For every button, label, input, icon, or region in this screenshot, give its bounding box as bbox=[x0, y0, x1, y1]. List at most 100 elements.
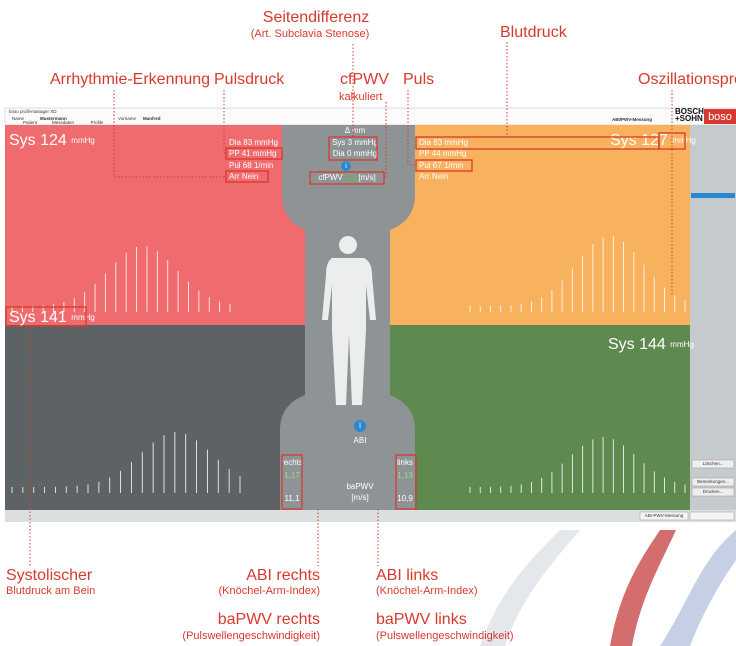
label: mmHg bbox=[670, 340, 694, 349]
label: PP bbox=[419, 149, 430, 158]
label: ABI rechts bbox=[246, 567, 320, 584]
label: mmHg bbox=[71, 313, 95, 322]
label: mmHg bbox=[254, 138, 278, 147]
label: 1,13 bbox=[397, 471, 413, 480]
label: 1/min bbox=[254, 161, 274, 170]
label: Sys bbox=[608, 336, 635, 353]
label: baPWV links bbox=[376, 611, 467, 628]
text-shape: Dia 83 mmHg bbox=[229, 138, 278, 147]
label: Arr bbox=[229, 172, 240, 181]
label: mmHg bbox=[672, 136, 696, 145]
label: Seitendifferenz bbox=[263, 9, 369, 26]
label: cfPWV bbox=[340, 71, 389, 88]
label: 83 bbox=[243, 138, 252, 147]
path-shape bbox=[480, 530, 580, 646]
label: baPWV bbox=[346, 482, 374, 491]
label: Arrhythmie-Erkennung bbox=[50, 71, 210, 88]
label: 1/min bbox=[444, 161, 464, 170]
label: Δ mm bbox=[345, 126, 366, 135]
label: Dia bbox=[333, 149, 346, 158]
label: rechts bbox=[281, 458, 303, 467]
text-shape: PP 44 mmHg bbox=[419, 149, 466, 158]
label: Blutdruck bbox=[500, 24, 568, 41]
label: Dia bbox=[419, 138, 432, 147]
label: Sys bbox=[9, 132, 36, 149]
label: Manfred bbox=[143, 116, 161, 121]
label: 0 bbox=[347, 149, 352, 158]
label: Sys bbox=[332, 138, 345, 147]
screenshot: boso profil-manager XD Name Mustermann V… bbox=[0, 0, 736, 646]
label: Pul bbox=[229, 161, 241, 170]
label: Sys bbox=[610, 132, 637, 149]
label: Oszillationsprofil bbox=[638, 71, 736, 88]
text-shape: Pul 68 1/min bbox=[229, 161, 274, 170]
measure-button[interactable]: ABI/PWV-Messung bbox=[612, 117, 652, 122]
label: [m/s] bbox=[358, 173, 375, 182]
side-button-label[interactable]: Drucken... bbox=[703, 489, 724, 494]
label: 127 bbox=[641, 132, 668, 149]
label: +SOHN bbox=[675, 114, 703, 123]
text-shape: Arr Nein bbox=[419, 172, 448, 181]
label: 11,1 bbox=[285, 494, 301, 503]
text-shape: Sys 3 mmHg bbox=[332, 138, 378, 147]
label: cfPWV bbox=[318, 173, 343, 182]
text-shape: PP 41 mmHg bbox=[229, 149, 276, 158]
body: boso profil-manager XD Name Mustermann V… bbox=[0, 0, 736, 646]
label: Systolischer bbox=[6, 567, 93, 584]
text-shape: Dia 0 mmHg bbox=[333, 149, 378, 158]
rect-shape bbox=[690, 125, 736, 510]
label: Vorname bbox=[118, 116, 137, 121]
label: Arr bbox=[419, 172, 430, 181]
label: 3 bbox=[348, 138, 353, 147]
label: Pul bbox=[419, 161, 431, 170]
label: (Knöchel-Arm-Index) bbox=[219, 585, 320, 597]
path-shape bbox=[610, 530, 676, 646]
path-shape bbox=[660, 530, 736, 646]
label: links bbox=[397, 458, 413, 467]
label: baPWV rechts bbox=[218, 611, 320, 628]
label: 6,9 bbox=[345, 173, 357, 182]
label: Dia bbox=[229, 138, 242, 147]
label: (Knöchel-Arm-Index) bbox=[376, 585, 477, 597]
tab[interactable]: Profile bbox=[91, 120, 104, 125]
label: mmHg bbox=[444, 138, 468, 147]
label: 144 bbox=[639, 336, 666, 353]
label: 83 bbox=[433, 138, 442, 147]
label: 68 bbox=[243, 161, 252, 170]
label: PP bbox=[229, 149, 240, 158]
label: Nein bbox=[242, 172, 258, 181]
page: { "annotations": { "seitendifferenz": {"… bbox=[0, 0, 736, 646]
label: (Art. Subclavia Stenose) bbox=[251, 28, 370, 40]
tab[interactable]: Patient bbox=[23, 120, 38, 125]
label: 44 bbox=[432, 149, 441, 158]
label: ABI bbox=[354, 436, 367, 445]
text-shape: Pul 67 1/min bbox=[419, 161, 464, 170]
label: boso bbox=[708, 111, 732, 123]
label: boso profil-manager XD bbox=[9, 109, 57, 114]
text-shape: cfPWV 6,9 [m/s] bbox=[318, 173, 375, 182]
side-button-label[interactable]: Löschen... bbox=[703, 461, 724, 466]
label: 124 bbox=[40, 132, 67, 149]
label: (Pulswellengeschwindigkeit) bbox=[376, 630, 514, 642]
text-shape: i bbox=[359, 421, 361, 430]
text-shape: Arr Nein bbox=[229, 172, 258, 181]
label: Nein bbox=[432, 172, 448, 181]
label: mmHg bbox=[354, 149, 378, 158]
label: (Pulswellengeschwindigkeit) bbox=[182, 630, 320, 642]
label: 1,17 bbox=[284, 471, 300, 480]
bottom-button[interactable] bbox=[690, 512, 734, 520]
rect-shape bbox=[5, 510, 736, 522]
label: 67 bbox=[433, 161, 442, 170]
label: [m/s] bbox=[351, 493, 368, 502]
label: mmHg bbox=[253, 149, 277, 158]
label: ABI links bbox=[376, 567, 438, 584]
label: Blutdruck am Bein bbox=[6, 585, 95, 597]
side-button-label[interactable]: Bemerkungen... bbox=[697, 479, 729, 484]
label: Pulsdruck bbox=[214, 71, 285, 88]
rect-shape bbox=[691, 193, 735, 198]
label: kalkuliert bbox=[339, 91, 382, 103]
label: Puls bbox=[403, 71, 434, 88]
label: mmHg bbox=[71, 136, 95, 145]
tab[interactable]: Messdaten bbox=[52, 120, 75, 125]
bottom-button-label[interactable]: ABI-PWV-Messung bbox=[645, 513, 684, 518]
